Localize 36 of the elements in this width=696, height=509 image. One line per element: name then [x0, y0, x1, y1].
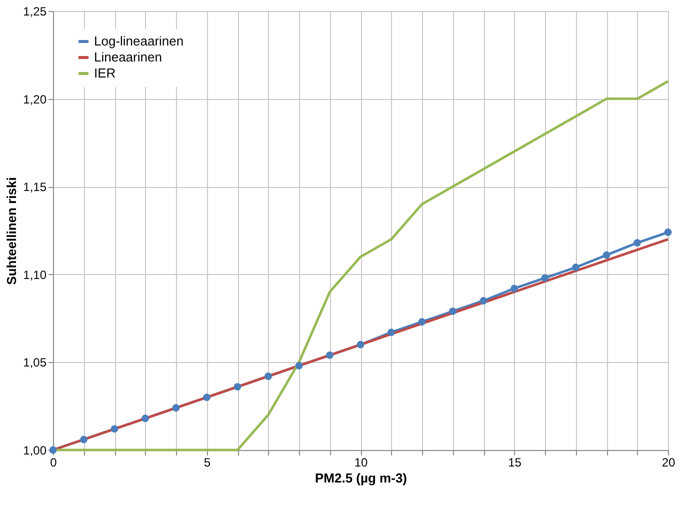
point: [172, 404, 180, 412]
point: [142, 414, 149, 422]
x-tick-label: 0: [50, 456, 58, 470]
y-tick-label: 1,15: [23, 180, 47, 194]
point: [449, 308, 456, 315]
point: [480, 297, 488, 304]
legend-label: Log-lineaarinen: [94, 34, 184, 48]
point: [418, 318, 426, 326]
point: [264, 372, 272, 380]
x-tick-label: 20: [662, 456, 676, 470]
y-tick-label: 1,10: [23, 268, 47, 282]
point: [80, 436, 88, 444]
point: [541, 274, 549, 282]
y-tick-label: 1,00: [23, 444, 47, 458]
x-tick-label: 5: [204, 456, 211, 470]
point: [634, 239, 641, 246]
point: [664, 228, 672, 236]
x-tick-label: 10: [354, 456, 368, 470]
y-tick-label: 1,20: [23, 92, 47, 106]
legend-label: Lineaarinen: [94, 50, 162, 64]
point: [203, 394, 210, 402]
legend-label: IER: [94, 66, 116, 80]
y-tick-label: 1,05: [23, 356, 47, 370]
point: [234, 383, 242, 390]
point: [388, 328, 395, 336]
point: [326, 351, 334, 359]
y-axis-title: Suhteellinen riski: [4, 177, 20, 285]
x-tick-label: 15: [508, 456, 522, 470]
point: [295, 362, 303, 370]
point: [602, 251, 610, 259]
point: [572, 264, 580, 272]
point: [510, 284, 518, 292]
point: [110, 425, 118, 433]
point: [356, 340, 364, 348]
x-axis-title: PM2.5 (µg m-3): [314, 470, 408, 486]
y-tick-label: 1,25: [23, 4, 47, 18]
